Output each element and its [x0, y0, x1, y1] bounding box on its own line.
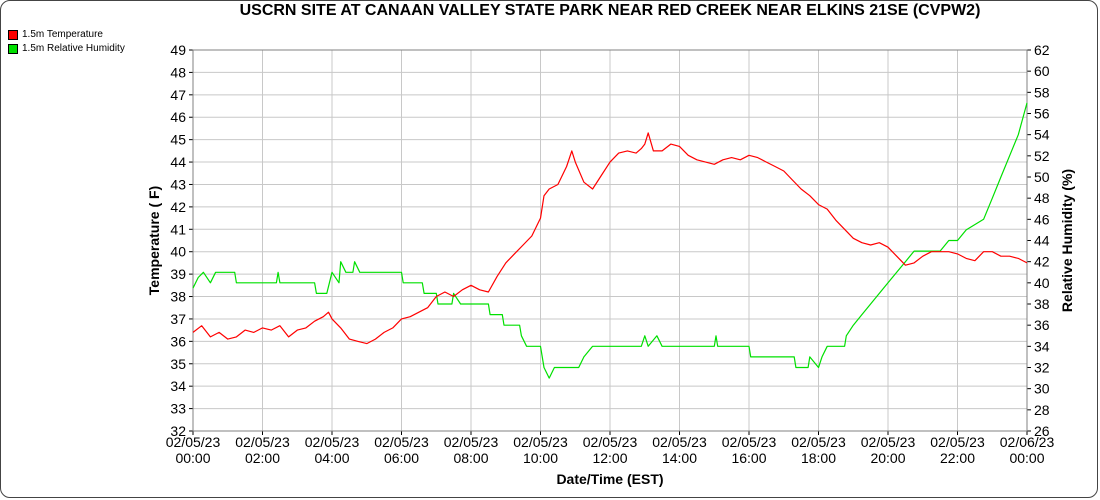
y-tick-label: 36	[170, 333, 186, 349]
x-tick-label-date: 02/05/23	[305, 434, 360, 450]
x-tick-label-date: 02/05/23	[444, 434, 499, 450]
x-tick-label-date: 02/05/23	[374, 434, 429, 450]
y-tick-label: 47	[170, 87, 186, 103]
y2-axis-title: Relative Humidity (%)	[1059, 169, 1075, 312]
series-line-temperature	[192, 132, 1028, 345]
y-tick-label: 37	[170, 311, 186, 327]
y-tick-label: 33	[170, 401, 186, 417]
y2-tick-label: 52	[1034, 148, 1050, 164]
x-tick-label-time: 12:00	[592, 450, 627, 466]
plot-border	[192, 49, 1028, 432]
y-tick-label: 45	[170, 132, 186, 148]
y-tick-label: 38	[170, 289, 186, 305]
y2-tick-label: 54	[1034, 127, 1050, 143]
y-tick-label: 49	[170, 42, 186, 58]
y2-tick-label: 48	[1034, 190, 1050, 206]
x-tick-label-date: 02/05/23	[652, 434, 707, 450]
y-axis-title: Temperature ( F)	[146, 186, 162, 295]
y-tick-label: 39	[170, 266, 186, 282]
x-axis-title: Date/Time (EST)	[556, 471, 663, 487]
y2-tick-label: 60	[1034, 63, 1050, 79]
y-tick-label: 46	[170, 109, 186, 125]
x-tick-label-time: 20:00	[870, 450, 905, 466]
y-tick-label: 32	[170, 423, 186, 439]
y2-tick-label: 58	[1034, 84, 1050, 100]
legend: 1.5m Temperature 1.5m Relative Humidity	[8, 28, 125, 56]
y-tick-label: 42	[170, 199, 186, 215]
y-tick-label: 43	[170, 176, 186, 192]
x-tick-label-time: 02:00	[245, 450, 280, 466]
legend-label-temperature: 1.5m Temperature	[22, 29, 103, 40]
x-tick-label-date: 02/05/23	[513, 434, 568, 450]
y2-tick-label: 42	[1034, 254, 1050, 270]
y2-tick-label: 36	[1034, 317, 1050, 333]
x-tick-label-time: 14:00	[662, 450, 697, 466]
y-tick-label: 48	[170, 64, 186, 80]
y-tick-label: 41	[170, 221, 186, 237]
y2-tick-label: 62	[1034, 42, 1050, 58]
y-tick-label: 35	[170, 356, 186, 372]
y2-tick-label: 40	[1034, 275, 1050, 291]
x-tick-label-time: 08:00	[453, 450, 488, 466]
y2-tick-label: 28	[1034, 402, 1050, 418]
y-tick-label: 34	[170, 378, 186, 394]
y2-tick-label: 30	[1034, 381, 1050, 397]
x-tick-label-date: 02/05/23	[861, 434, 916, 450]
y2-tick-label: 26	[1034, 423, 1050, 439]
legend-swatch-temperature	[8, 30, 18, 40]
y2-tick-label: 56	[1034, 106, 1050, 122]
x-tick-label-time: 00:00	[1009, 450, 1044, 466]
x-tick-label-date: 02/05/23	[791, 434, 846, 450]
x-tick-label-date: 02/05/23	[166, 434, 221, 450]
chart-title: USCRN SITE AT CANAAN VALLEY STATE PARK N…	[239, 2, 981, 19]
x-tick-label-time: 00:00	[175, 450, 210, 466]
x-tick-label-date: 02/05/23	[235, 434, 290, 450]
x-tick-label-time: 04:00	[314, 450, 349, 466]
y2-tick-label: 32	[1034, 360, 1050, 376]
x-tick-label-date: 02/05/23	[930, 434, 985, 450]
x-tick-label-time: 16:00	[731, 450, 766, 466]
y-tick-label: 40	[170, 244, 186, 260]
legend-swatch-humidity	[8, 44, 18, 54]
legend-label-humidity: 1.5m Relative Humidity	[22, 43, 125, 54]
y2-tick-label: 44	[1034, 233, 1050, 249]
y2-tick-label: 34	[1034, 338, 1050, 354]
x-tick-label-time: 06:00	[384, 450, 419, 466]
x-tick-label-time: 18:00	[801, 450, 836, 466]
x-tick-label-time: 22:00	[940, 450, 975, 466]
y2-tick-label: 38	[1034, 296, 1050, 312]
x-tick-label-time: 10:00	[523, 450, 558, 466]
series-line-humidity	[192, 102, 1028, 379]
legend-item-temperature: 1.5m Temperature	[8, 28, 125, 42]
x-tick-label-date: 02/05/23	[583, 434, 638, 450]
x-tick-label-date: 02/05/23	[722, 434, 777, 450]
legend-item-humidity: 1.5m Relative Humidity	[8, 42, 125, 56]
y2-tick-label: 46	[1034, 211, 1050, 227]
x-tick-label-date: 02/06/23	[1000, 434, 1055, 450]
y-tick-label: 44	[170, 154, 186, 170]
y2-tick-label: 50	[1034, 169, 1050, 185]
